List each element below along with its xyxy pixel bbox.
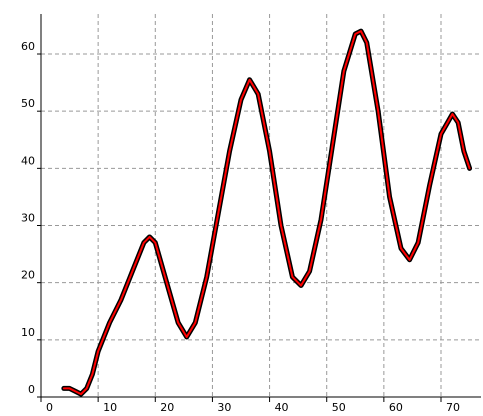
x-tick-label: 50 [332,401,346,414]
x-tick-label: 30 [217,401,231,414]
x-tick-label: 10 [103,401,117,414]
data-line [62,30,471,396]
x-tick-label: 70 [446,401,460,414]
x-tick-label: 60 [389,401,403,414]
x-tick-label: 20 [160,401,174,414]
y-tick-label: 40 [21,154,35,167]
y-tick-label: 10 [21,326,35,339]
y-tick-label: 30 [21,212,35,225]
x-tick-label: 40 [275,401,289,414]
y-tick-label: 0 [28,383,35,396]
x-tick-label: 0 [46,401,53,414]
y-tick-label: 60 [21,40,35,53]
y-tick-label: 20 [21,269,35,282]
y-tick-label: 50 [21,97,35,110]
